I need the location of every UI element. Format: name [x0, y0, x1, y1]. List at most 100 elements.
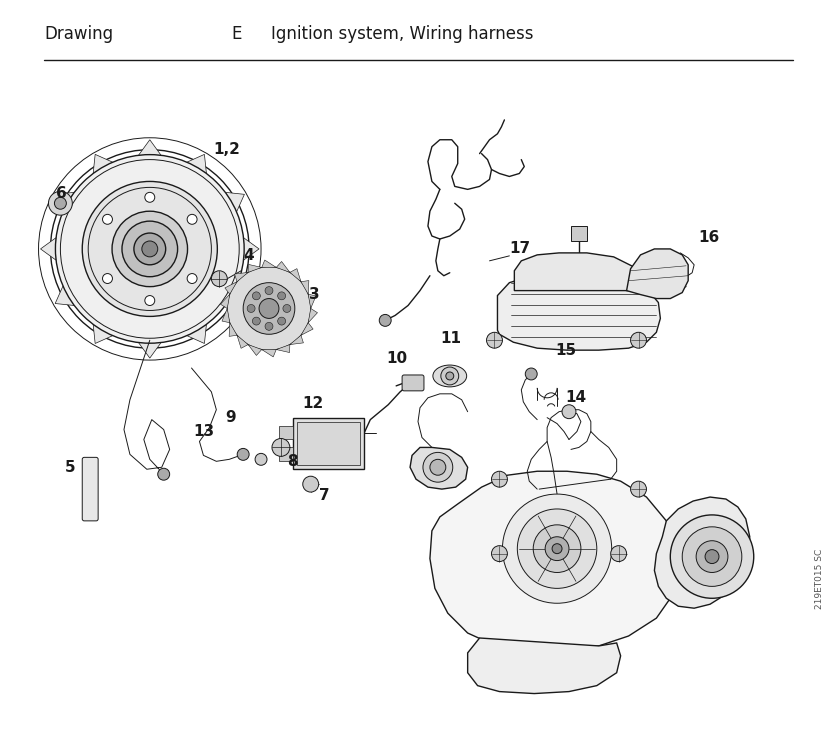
Text: 8: 8 [287, 454, 298, 469]
Circle shape [38, 138, 261, 360]
Bar [293, 418, 364, 469]
Text: 15: 15 [555, 343, 576, 358]
Polygon shape [262, 349, 276, 357]
Polygon shape [301, 280, 309, 295]
Polygon shape [468, 638, 620, 694]
Polygon shape [55, 286, 74, 306]
Circle shape [631, 481, 646, 497]
Circle shape [265, 322, 273, 330]
Circle shape [259, 298, 279, 318]
Circle shape [158, 468, 169, 480]
Circle shape [187, 214, 197, 224]
Text: 5: 5 [64, 460, 75, 475]
Text: 3: 3 [309, 287, 319, 302]
Circle shape [187, 274, 197, 283]
Polygon shape [626, 249, 688, 298]
Text: 219ET015 SC: 219ET015 SC [815, 548, 824, 608]
Circle shape [562, 404, 576, 418]
Polygon shape [262, 260, 276, 267]
Polygon shape [41, 237, 56, 260]
Circle shape [54, 197, 67, 209]
Polygon shape [515, 253, 641, 291]
Polygon shape [93, 154, 113, 174]
Circle shape [430, 459, 446, 475]
Polygon shape [497, 275, 661, 350]
Circle shape [255, 453, 267, 465]
Circle shape [211, 271, 228, 286]
Text: 14: 14 [565, 390, 586, 405]
Circle shape [122, 221, 178, 277]
Polygon shape [290, 335, 304, 344]
Circle shape [303, 476, 319, 492]
Text: E: E [231, 24, 242, 42]
Circle shape [142, 241, 158, 257]
Circle shape [552, 544, 562, 554]
Ellipse shape [433, 365, 467, 387]
Polygon shape [430, 471, 678, 650]
Polygon shape [138, 343, 161, 358]
Polygon shape [276, 344, 290, 352]
Polygon shape [237, 335, 249, 348]
Polygon shape [276, 261, 290, 272]
Polygon shape [249, 264, 262, 272]
Bar [279, 426, 293, 439]
Polygon shape [225, 192, 244, 212]
Polygon shape [410, 447, 468, 489]
Polygon shape [249, 344, 262, 355]
Polygon shape [225, 282, 237, 295]
Text: Drawing: Drawing [44, 24, 113, 42]
Polygon shape [225, 286, 244, 306]
Polygon shape [222, 309, 230, 323]
Text: 9: 9 [225, 410, 236, 425]
Polygon shape [55, 192, 74, 212]
Text: 6: 6 [57, 186, 68, 201]
Polygon shape [655, 497, 750, 608]
Circle shape [671, 515, 754, 598]
Circle shape [145, 295, 155, 306]
Circle shape [253, 317, 260, 325]
Circle shape [545, 536, 569, 560]
Circle shape [55, 154, 244, 344]
Polygon shape [234, 272, 249, 282]
Text: 16: 16 [698, 229, 720, 245]
Circle shape [491, 545, 507, 562]
Circle shape [103, 214, 113, 224]
Text: Ignition system, Wiring harness: Ignition system, Wiring harness [271, 24, 534, 42]
Polygon shape [244, 237, 259, 260]
Circle shape [517, 509, 597, 588]
Circle shape [502, 494, 611, 603]
Circle shape [112, 211, 188, 286]
Circle shape [134, 233, 166, 265]
Circle shape [682, 527, 741, 586]
Circle shape [696, 541, 728, 573]
Circle shape [446, 372, 454, 380]
Text: 1,2: 1,2 [214, 142, 240, 157]
Circle shape [486, 332, 502, 348]
Circle shape [491, 471, 507, 487]
Polygon shape [229, 323, 237, 336]
Text: 17: 17 [510, 241, 530, 257]
Polygon shape [93, 324, 113, 344]
FancyBboxPatch shape [83, 457, 98, 521]
Circle shape [145, 192, 155, 203]
Circle shape [265, 286, 273, 295]
Circle shape [48, 191, 73, 215]
Circle shape [705, 550, 719, 563]
Polygon shape [187, 324, 207, 344]
Circle shape [278, 292, 285, 300]
Circle shape [423, 453, 453, 482]
Text: 11: 11 [440, 331, 461, 346]
Polygon shape [290, 269, 301, 282]
Circle shape [247, 304, 255, 312]
Polygon shape [187, 154, 207, 174]
Text: 13: 13 [193, 424, 214, 439]
Circle shape [441, 367, 459, 385]
Circle shape [278, 317, 285, 325]
Text: 10: 10 [386, 351, 407, 366]
Polygon shape [309, 295, 316, 309]
Polygon shape [138, 139, 161, 155]
Circle shape [237, 448, 249, 460]
Polygon shape [301, 323, 313, 335]
Circle shape [525, 368, 537, 380]
Circle shape [631, 332, 646, 348]
